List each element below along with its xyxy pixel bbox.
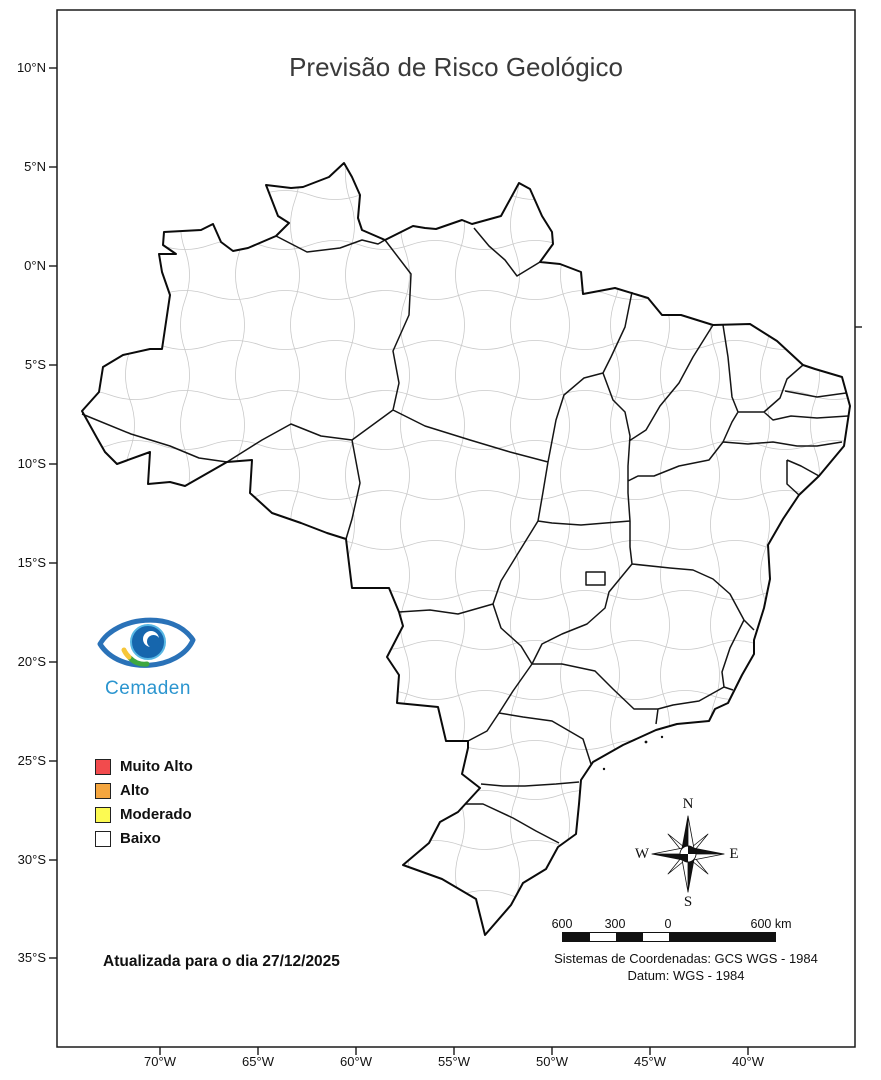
update-date-note: Atualizada para o dia 27/12/2025 (103, 953, 340, 970)
legend-swatch-alto (95, 782, 111, 799)
legend-swatch-baixo (95, 830, 111, 847)
scale-bar (562, 932, 776, 942)
compass-label-east: E (729, 846, 738, 862)
cemaden-logo (97, 617, 196, 668)
lat-label-5s: 5°S (24, 357, 46, 372)
legend-item-baixo: Baixo (95, 830, 161, 847)
lat-label-20s: 20°S (17, 654, 46, 669)
lat-label-25s: 25°S (17, 753, 46, 768)
brazil-landmass (82, 163, 850, 935)
lon-label-50w: 50°W (536, 1054, 568, 1069)
lat-label-30s: 30°S (17, 852, 46, 867)
scale-segment (563, 933, 590, 941)
legend-item-alto: Alto (95, 782, 149, 799)
scale-label-600-left: 600 (551, 917, 573, 931)
lon-label-45w: 45°W (634, 1054, 666, 1069)
lat-label-10s: 10°S (17, 456, 46, 471)
lat-label-10n: 10°N (16, 60, 46, 75)
legend-item-moderado: Moderado (95, 806, 192, 823)
cemaden-wordmark: Cemaden (105, 678, 191, 699)
projection-note-line1: Sistemas de Coordenadas: GCS WGS - 1984 (554, 951, 818, 966)
state-boundaries (81, 227, 849, 844)
legend-swatch-moderado (95, 806, 111, 823)
longitude-ticks (159, 1047, 749, 1055)
legend-item-muito-alto: Muito Alto (95, 758, 193, 775)
map-title: Previsão de Risco Geológico (289, 52, 623, 82)
legend-swatch-muito-alto (95, 758, 111, 775)
lat-label-0n: 0°N (24, 258, 46, 273)
projection-note: Sistemas de Coordenadas: GCS WGS - 1984 … (530, 951, 842, 985)
lat-label-35s: 35°S (17, 950, 46, 965)
scale-label-600km: 600 km (750, 917, 792, 931)
compass-label-south: S (684, 894, 692, 910)
compass-label-west: W (635, 846, 650, 862)
scale-segment (616, 933, 643, 941)
legend-label-alto: Alto (120, 782, 150, 799)
compass-rose: N S E W (635, 796, 739, 910)
lon-label-55w: 55°W (438, 1054, 470, 1069)
scale-segment (642, 933, 669, 941)
legend-label-baixo: Baixo (120, 830, 161, 847)
lon-label-40w: 40°W (732, 1054, 764, 1069)
country-outline (81, 162, 851, 936)
lat-label-5n: 5°N (24, 159, 46, 174)
scale-label-300: 300 (604, 917, 626, 931)
logo-yellow-arc (121, 647, 132, 660)
lat-label-15s: 15°S (17, 555, 46, 570)
scale-label-0: 0 (664, 917, 672, 931)
legend-label-muito-alto: Muito Alto (120, 758, 193, 775)
projection-note-line2: Datum: WGS - 1984 (627, 967, 745, 983)
scale-segment (669, 933, 775, 941)
legend-label-moderado: Moderado (120, 806, 192, 823)
coastal-island-marks (602, 735, 664, 771)
latitude-ticks (49, 67, 862, 959)
scale-segment (589, 933, 616, 941)
map-frame (49, 9, 862, 1055)
lon-label-60w: 60°W (340, 1054, 372, 1069)
compass-label-north: N (683, 796, 694, 812)
lon-label-70w: 70°W (144, 1054, 176, 1069)
lon-label-65w: 65°W (242, 1054, 274, 1069)
